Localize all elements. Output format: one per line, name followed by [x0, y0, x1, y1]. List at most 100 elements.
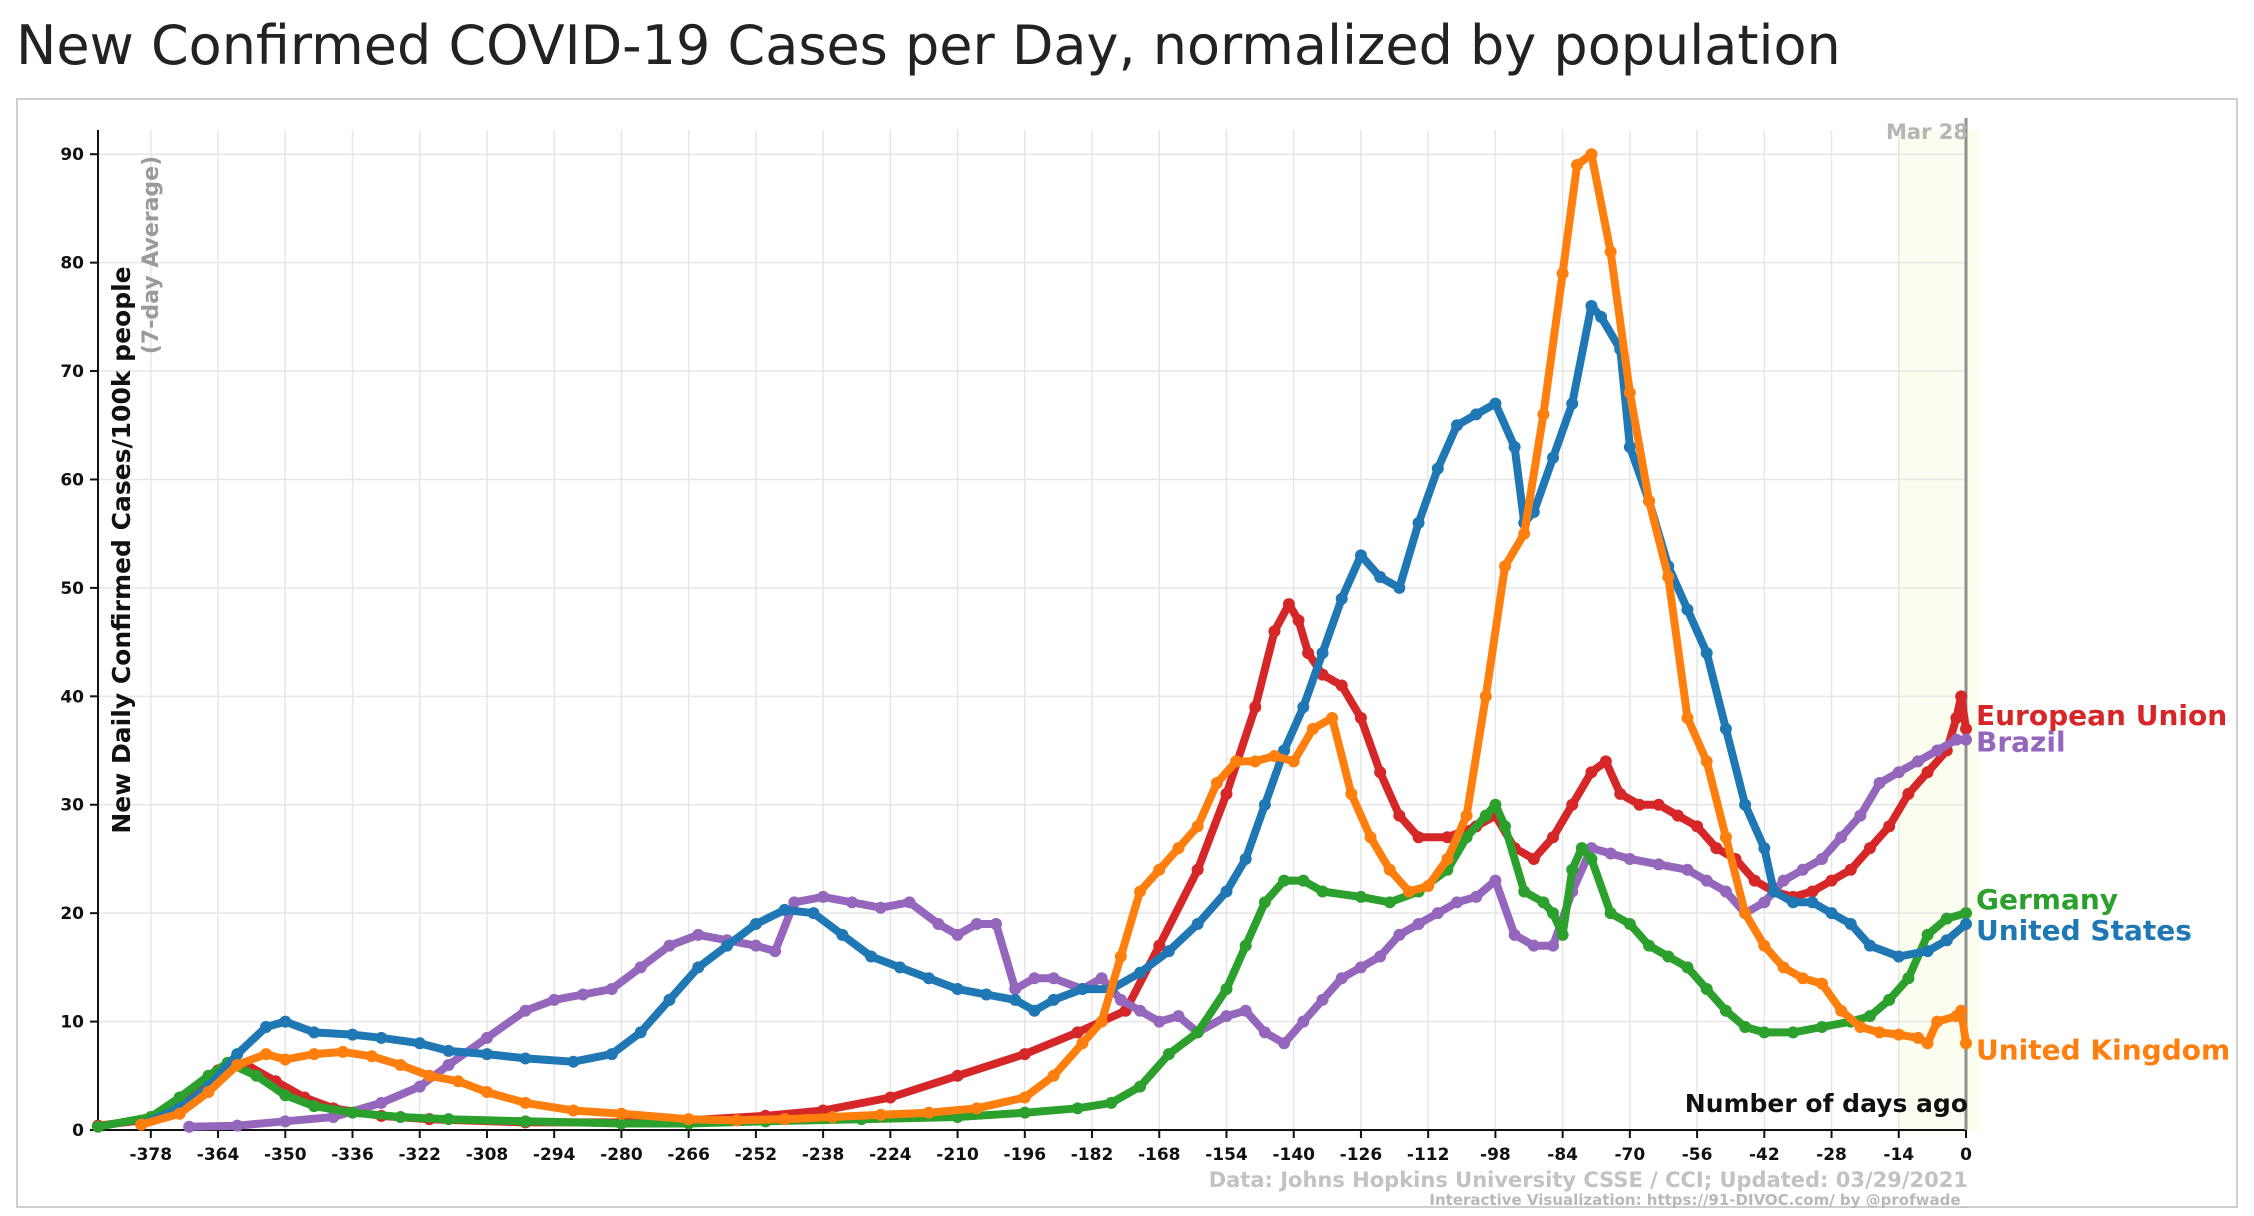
data-point	[826, 1110, 839, 1123]
data-point	[1825, 874, 1838, 887]
data-point	[1489, 397, 1502, 410]
data-point	[1604, 245, 1617, 258]
data-point	[1292, 614, 1305, 627]
data-point	[682, 1113, 695, 1126]
data-point	[519, 1004, 532, 1017]
data-point	[1383, 863, 1396, 876]
data-point	[1258, 1026, 1271, 1039]
data-point	[1623, 440, 1636, 453]
x-tick-label: -210	[936, 1145, 979, 1165]
data-point	[394, 1110, 407, 1123]
data-point	[1950, 733, 1963, 746]
series-label-united_states: United States	[1976, 914, 2192, 947]
data-point	[1316, 993, 1329, 1006]
data-point	[1863, 1010, 1876, 1023]
y-tick-label: 90	[60, 145, 84, 165]
data-point	[413, 1080, 426, 1093]
data-point	[480, 1086, 493, 1099]
data-point	[1316, 646, 1329, 659]
data-point	[1955, 690, 1968, 703]
data-point	[1681, 961, 1694, 974]
data-point	[1931, 744, 1944, 757]
data-point	[1374, 766, 1387, 779]
data-point	[951, 983, 964, 996]
data-point	[279, 1115, 292, 1128]
data-point	[1527, 852, 1540, 865]
data-point	[1863, 939, 1876, 952]
data-point	[1374, 950, 1387, 963]
y-tick-label: 0	[72, 1121, 84, 1141]
data-point	[1599, 755, 1612, 768]
data-point	[1191, 1026, 1204, 1039]
y-tick-label: 70	[60, 362, 84, 382]
data-point	[1047, 993, 1060, 1006]
data-point	[92, 1120, 104, 1133]
data-point	[605, 983, 618, 996]
data-point	[1249, 755, 1262, 768]
data-point	[1335, 972, 1348, 985]
data-point	[1566, 798, 1579, 811]
data-point	[1681, 712, 1694, 724]
data-point	[1815, 977, 1828, 990]
data-point	[173, 1091, 186, 1104]
data-point	[1854, 809, 1867, 822]
data-point	[346, 1028, 359, 1041]
data-point	[1354, 890, 1367, 903]
data-point	[394, 1058, 407, 1071]
data-point	[1671, 809, 1684, 822]
data-point	[173, 1107, 186, 1120]
data-point	[1076, 983, 1089, 996]
data-point	[1278, 1037, 1291, 1050]
data-point	[1134, 1080, 1147, 1093]
page-title: New Confirmed COVID-19 Cases per Day, no…	[16, 14, 1841, 77]
data-point	[442, 1058, 455, 1071]
data-point	[1863, 842, 1876, 855]
data-point	[1719, 885, 1732, 898]
x-tick-label: -266	[667, 1145, 710, 1165]
x-tick-label: -364	[197, 1145, 240, 1165]
data-point	[442, 1113, 455, 1126]
data-point	[1940, 912, 1953, 925]
data-point	[1537, 896, 1550, 909]
data-point	[1018, 1091, 1031, 1104]
data-point	[1278, 874, 1291, 887]
data-point	[1758, 896, 1771, 909]
data-point	[1835, 831, 1848, 844]
data-point	[1239, 852, 1252, 865]
data-point	[1009, 983, 1022, 996]
data-point	[1777, 961, 1790, 974]
series-line-brazil	[185, 735, 1970, 1131]
data-point	[1719, 1004, 1732, 1017]
y-tick-label: 50	[60, 579, 84, 599]
data-point	[1614, 787, 1627, 800]
data-point	[1114, 950, 1127, 963]
x-tick-label: -322	[398, 1145, 441, 1165]
data-point	[375, 1096, 388, 1109]
data-point	[1623, 852, 1636, 865]
data-point	[1134, 885, 1147, 898]
data-point	[1700, 983, 1713, 996]
data-point	[279, 1053, 292, 1066]
data-point	[605, 1048, 618, 1061]
data-point	[1633, 798, 1646, 811]
data-point	[1547, 907, 1560, 920]
data-point	[1412, 918, 1425, 930]
series-points-united_states	[135, 300, 1972, 1131]
data-point	[308, 1026, 321, 1039]
data-point	[308, 1100, 321, 1113]
data-point	[778, 903, 791, 916]
y-tick-label: 40	[60, 687, 84, 707]
data-point	[1681, 603, 1694, 616]
data-point	[279, 1089, 292, 1102]
data-point	[1210, 777, 1223, 790]
data-point	[1499, 820, 1512, 833]
data-point	[692, 928, 705, 941]
data-point	[231, 1058, 244, 1071]
data-point	[1787, 896, 1800, 909]
data-point	[519, 1115, 532, 1128]
data-point	[1402, 885, 1415, 898]
data-point	[1172, 842, 1185, 855]
data-point	[1302, 646, 1315, 659]
x-tick-label: -112	[1407, 1145, 1450, 1165]
